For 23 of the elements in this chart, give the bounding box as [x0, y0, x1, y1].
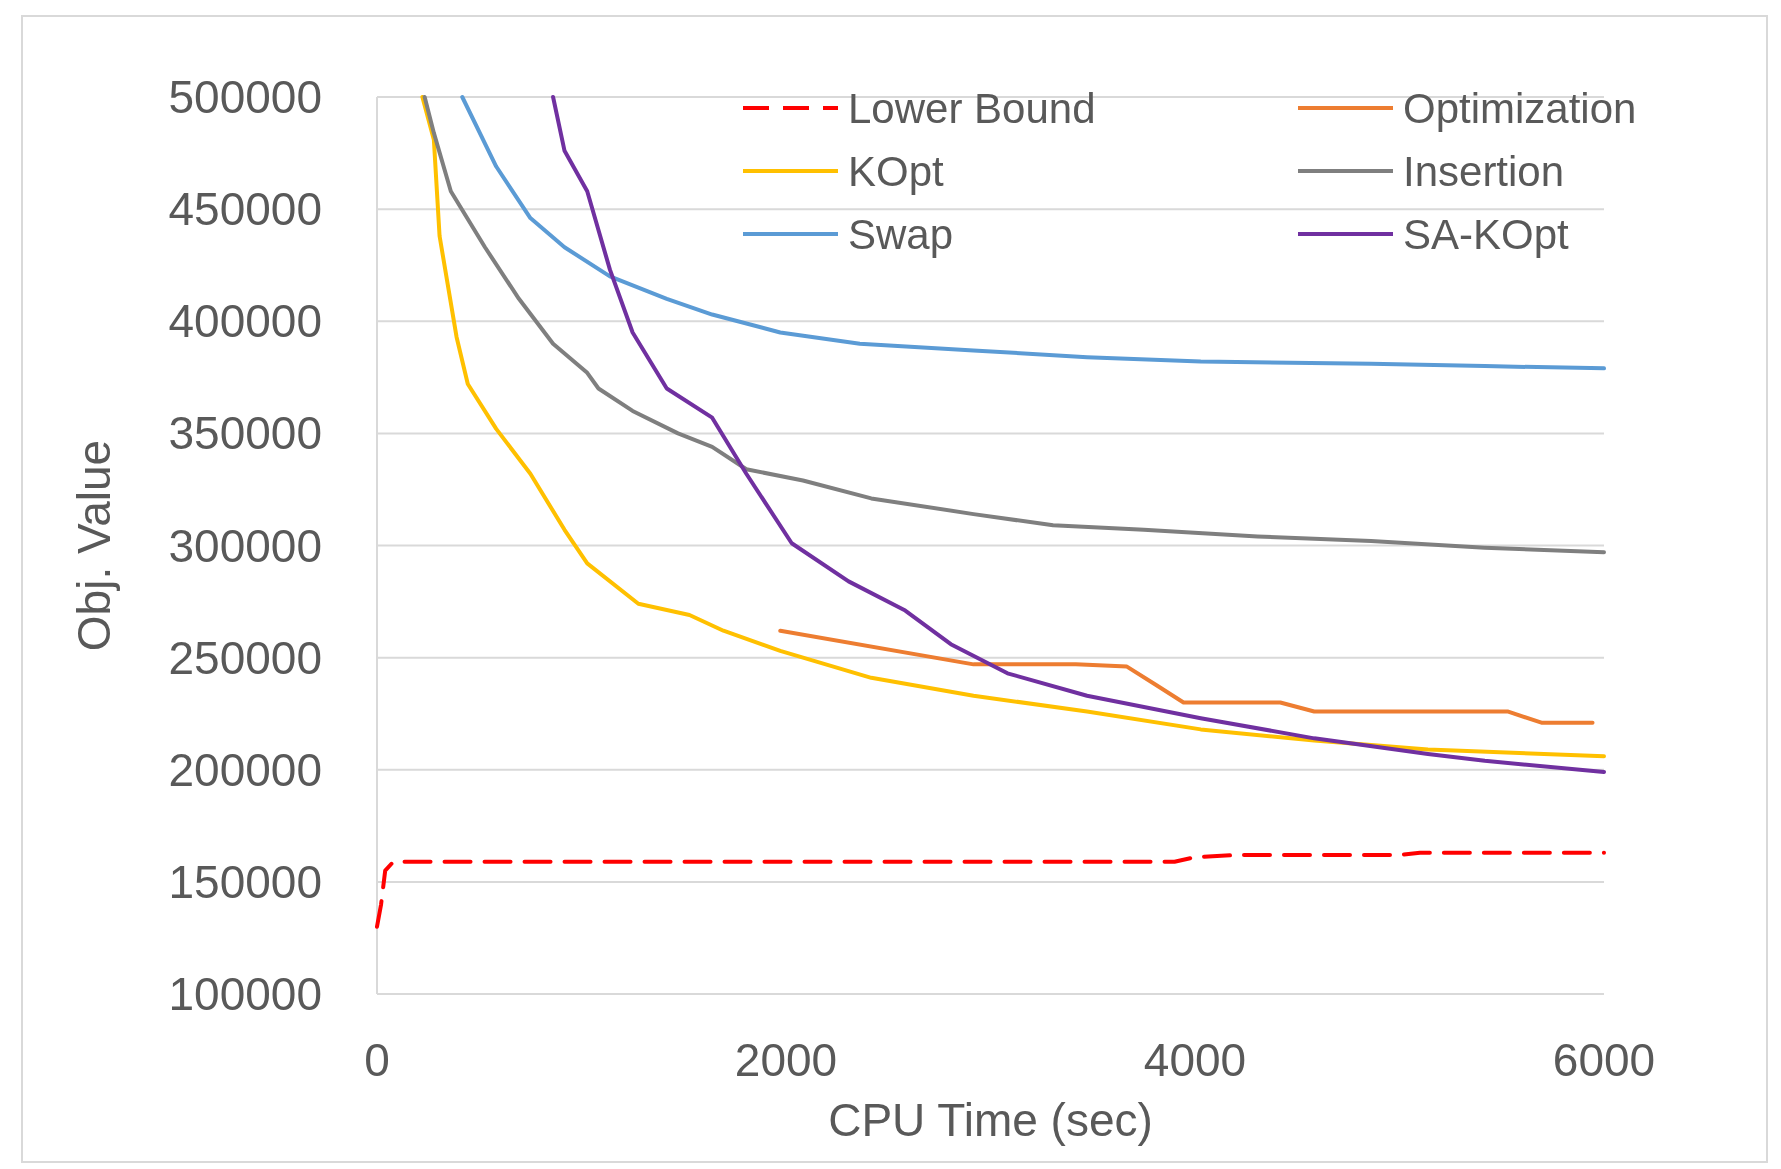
y-tick-label: 300000: [168, 519, 322, 572]
y-tick-label: 450000: [168, 183, 322, 236]
y-tick-label: 150000: [168, 855, 322, 908]
legend-label: Swap: [848, 210, 954, 258]
y-tick-label: 350000: [168, 407, 322, 460]
y-tick-label: 100000: [168, 968, 322, 1021]
legend-label: Insertion: [1403, 147, 1565, 195]
legend-label: SA-KOpt: [1403, 210, 1570, 258]
legend-label: Optimization: [1403, 84, 1637, 132]
legend-label: Lower Bound: [848, 84, 1096, 132]
y-tick-label: 500000: [168, 71, 322, 124]
x-tick-label: 4000: [1143, 1034, 1247, 1086]
y-tick-label: 250000: [168, 631, 322, 684]
y-axis-title: Obj. Value: [68, 439, 120, 652]
legend-label: KOpt: [848, 147, 945, 195]
x-tick-label: 6000: [1552, 1034, 1656, 1086]
line-series: [778, 628, 1595, 725]
x-axis-title: CPU Time (sec): [828, 1094, 1153, 1146]
line-series: [375, 850, 1606, 929]
x-tick-label: 0: [364, 1034, 390, 1086]
x-tick-label: 2000: [734, 1034, 838, 1086]
y-tick-label: 400000: [168, 295, 322, 348]
y-tick-label: 200000: [168, 743, 322, 796]
